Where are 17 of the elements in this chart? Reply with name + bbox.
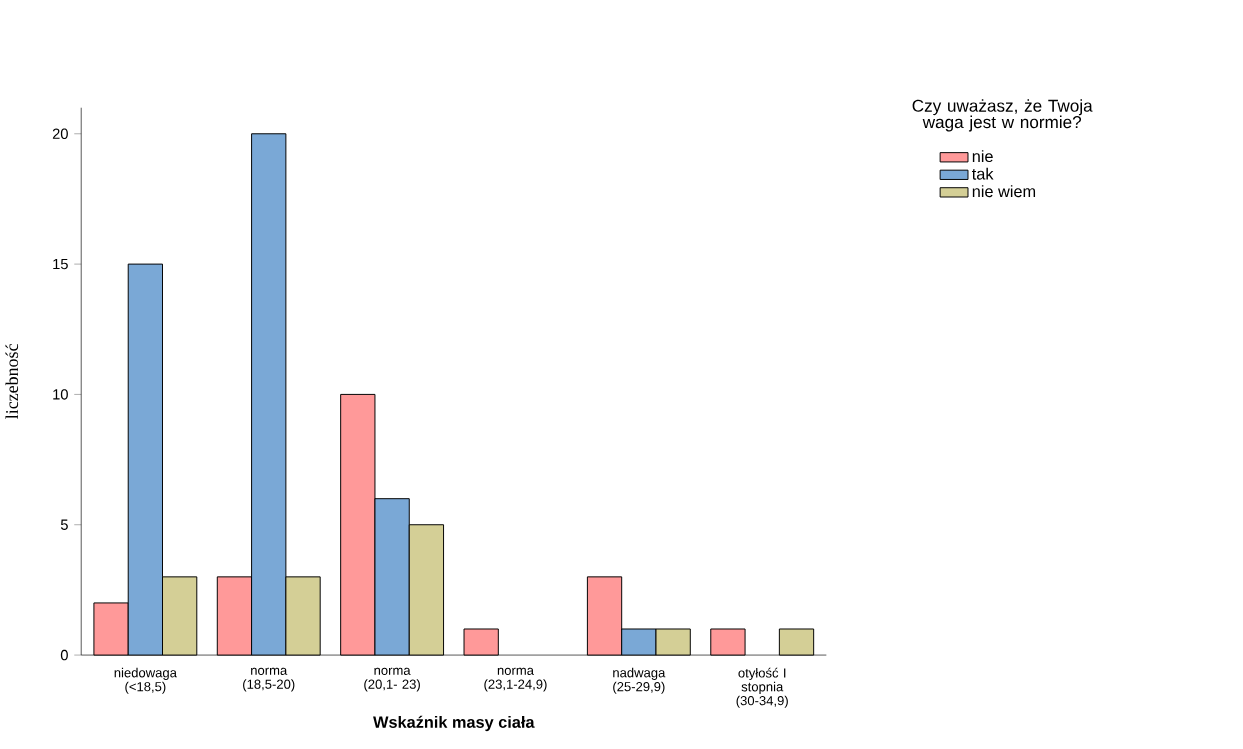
legend-title: Czy uważasz, że Twoja waga jest w normie? bbox=[912, 99, 1093, 132]
x-tick-label: otyłość I stopnia (30-34,9) bbox=[736, 667, 788, 708]
x-tick-label: norma (18,5-20) bbox=[243, 667, 295, 692]
x-tick-label: norma (23,1-24,9) bbox=[484, 667, 547, 692]
x-axis-title: Wskaźnik masy ciała bbox=[373, 715, 535, 732]
legend-label: nie bbox=[972, 150, 993, 163]
y-tick-label: 0 bbox=[60, 649, 68, 661]
y-tick-label: 5 bbox=[60, 519, 68, 530]
legend-label: tak bbox=[972, 167, 994, 180]
y-tick-label: 10 bbox=[53, 389, 68, 400]
x-tick-label: niedowaga (<18,5) bbox=[114, 667, 177, 694]
y-tick-label: 15 bbox=[53, 258, 68, 270]
x-tick-label: norma (20,1- 23) bbox=[364, 667, 420, 692]
x-tick-label: nadwaga (25-29,9) bbox=[613, 667, 666, 694]
legend-label: nie wiem bbox=[972, 185, 1036, 198]
y-tick-label: 20 bbox=[52, 128, 68, 139]
y-axis-title: liczebność bbox=[5, 344, 19, 419]
